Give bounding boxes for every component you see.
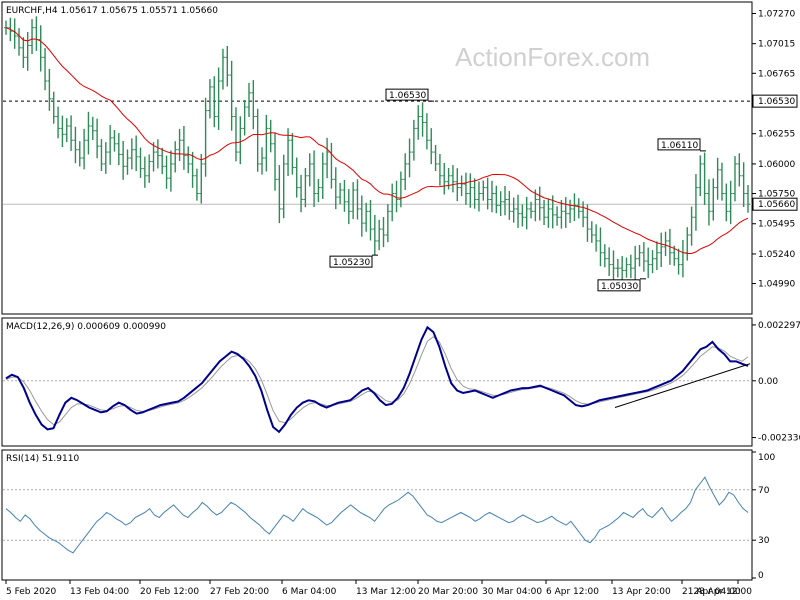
price-y-tick-label: 1.06000 bbox=[758, 160, 795, 170]
price-grid-lines bbox=[3, 100, 752, 205]
price-header: EURCHF,H4 1.05617 1.05675 1.05571 1.0566… bbox=[6, 6, 218, 16]
price-y-tick-label: 1.05750 bbox=[758, 190, 795, 200]
annotation-label: 1.05230 bbox=[333, 258, 370, 268]
price-y-tick-label: 1.06255 bbox=[758, 130, 795, 140]
price-y-tick-label: 1.06765 bbox=[758, 69, 795, 79]
macd-line bbox=[5, 325, 749, 434]
annotation-box bbox=[385, 88, 429, 101]
price-y-tick-label: 1.05240 bbox=[758, 250, 795, 260]
price-y-axis: 1.07270 1.07015 1.06765 1.06530 1.06255 1.060… bbox=[752, 9, 798, 290]
price-y-tick-label: 1.04990 bbox=[758, 280, 795, 290]
macd-y-tick-label: -0.002336 bbox=[758, 434, 800, 444]
price-y-tick-label: 1.07270 bbox=[758, 9, 795, 19]
price-y-tick-label: 1.05660 bbox=[758, 200, 795, 210]
x-tick-label: 5 Feb 2020 bbox=[6, 587, 57, 597]
x-tick-label: 27 Feb 20:00 bbox=[210, 587, 269, 597]
x-tick-label: 20 Feb 12:00 bbox=[140, 587, 199, 597]
price-annotations: 1.06530 1.05230 1.06110 1.05030 bbox=[329, 88, 706, 292]
x-tick-label: 30 Mar 04:00 bbox=[482, 587, 542, 597]
macd-y-tick-label: 0.002297 bbox=[758, 321, 800, 331]
rsi-line bbox=[5, 476, 749, 554]
price-y-tick-label: 1.05495 bbox=[758, 220, 795, 230]
moving-average-line bbox=[5, 27, 749, 255]
x-tick-label: 21 Apr 04:00 bbox=[682, 587, 741, 597]
x-tick-label: 28 Apr 12:00 bbox=[693, 587, 752, 597]
price-y-tick-label: 1.06530 bbox=[758, 97, 795, 107]
price-bars bbox=[4, 16, 750, 283]
annotation-label: 1.06110 bbox=[661, 141, 698, 151]
price-level-box bbox=[752, 197, 798, 211]
annotation-box bbox=[597, 279, 641, 292]
price-panel-frame bbox=[1, 1, 753, 315]
rsi-y-tick-label: 100 bbox=[758, 453, 775, 463]
x-tick-label: 13 Apr 20:00 bbox=[612, 587, 671, 597]
annotation-box bbox=[329, 255, 373, 268]
price-y-tick-label: 1.07015 bbox=[758, 40, 795, 50]
watermark: ActionForex.com bbox=[455, 42, 650, 72]
annotation-label: 1.06530 bbox=[389, 91, 426, 101]
rsi-y-tick-label: 30 bbox=[758, 536, 770, 546]
x-tick-label: 6 Apr 12:00 bbox=[546, 587, 599, 597]
rsi-panel-frame bbox=[1, 449, 753, 581]
x-tick-label: 13 Feb 04:00 bbox=[70, 587, 129, 597]
annotation-label: 1.05030 bbox=[601, 282, 638, 292]
rsi-header: RSI(14) 51.9110 bbox=[6, 454, 79, 464]
x-tick-label: 6 Mar 04:00 bbox=[282, 587, 337, 597]
macd-panel-frame bbox=[1, 317, 753, 447]
x-axis-labels: 5 Feb 2020 13 Feb 04:00 20 Feb 12:00 27 Feb… bbox=[5, 580, 752, 597]
macd-header: MACD(12,26,9) 0.000609 0.000990 bbox=[6, 322, 166, 332]
rsi-y-tick-label: 70 bbox=[758, 486, 770, 496]
macd-y-axis: 0.002297 0.00 -0.002336 bbox=[752, 321, 800, 444]
rsi-y-axis: 100 70 30 0 bbox=[752, 451, 775, 581]
price-level-box bbox=[752, 94, 798, 108]
x-tick-label: 13 Mar 12:00 bbox=[356, 587, 416, 597]
macd-y-tick-label: 0.00 bbox=[758, 377, 778, 387]
macd-trendline bbox=[614, 363, 751, 409]
annotation-box bbox=[657, 138, 701, 151]
macd-signal-line bbox=[5, 336, 749, 426]
x-tick-label: 20 Mar 20:00 bbox=[418, 587, 478, 597]
rsi-y-tick-label: 0 bbox=[758, 571, 764, 581]
